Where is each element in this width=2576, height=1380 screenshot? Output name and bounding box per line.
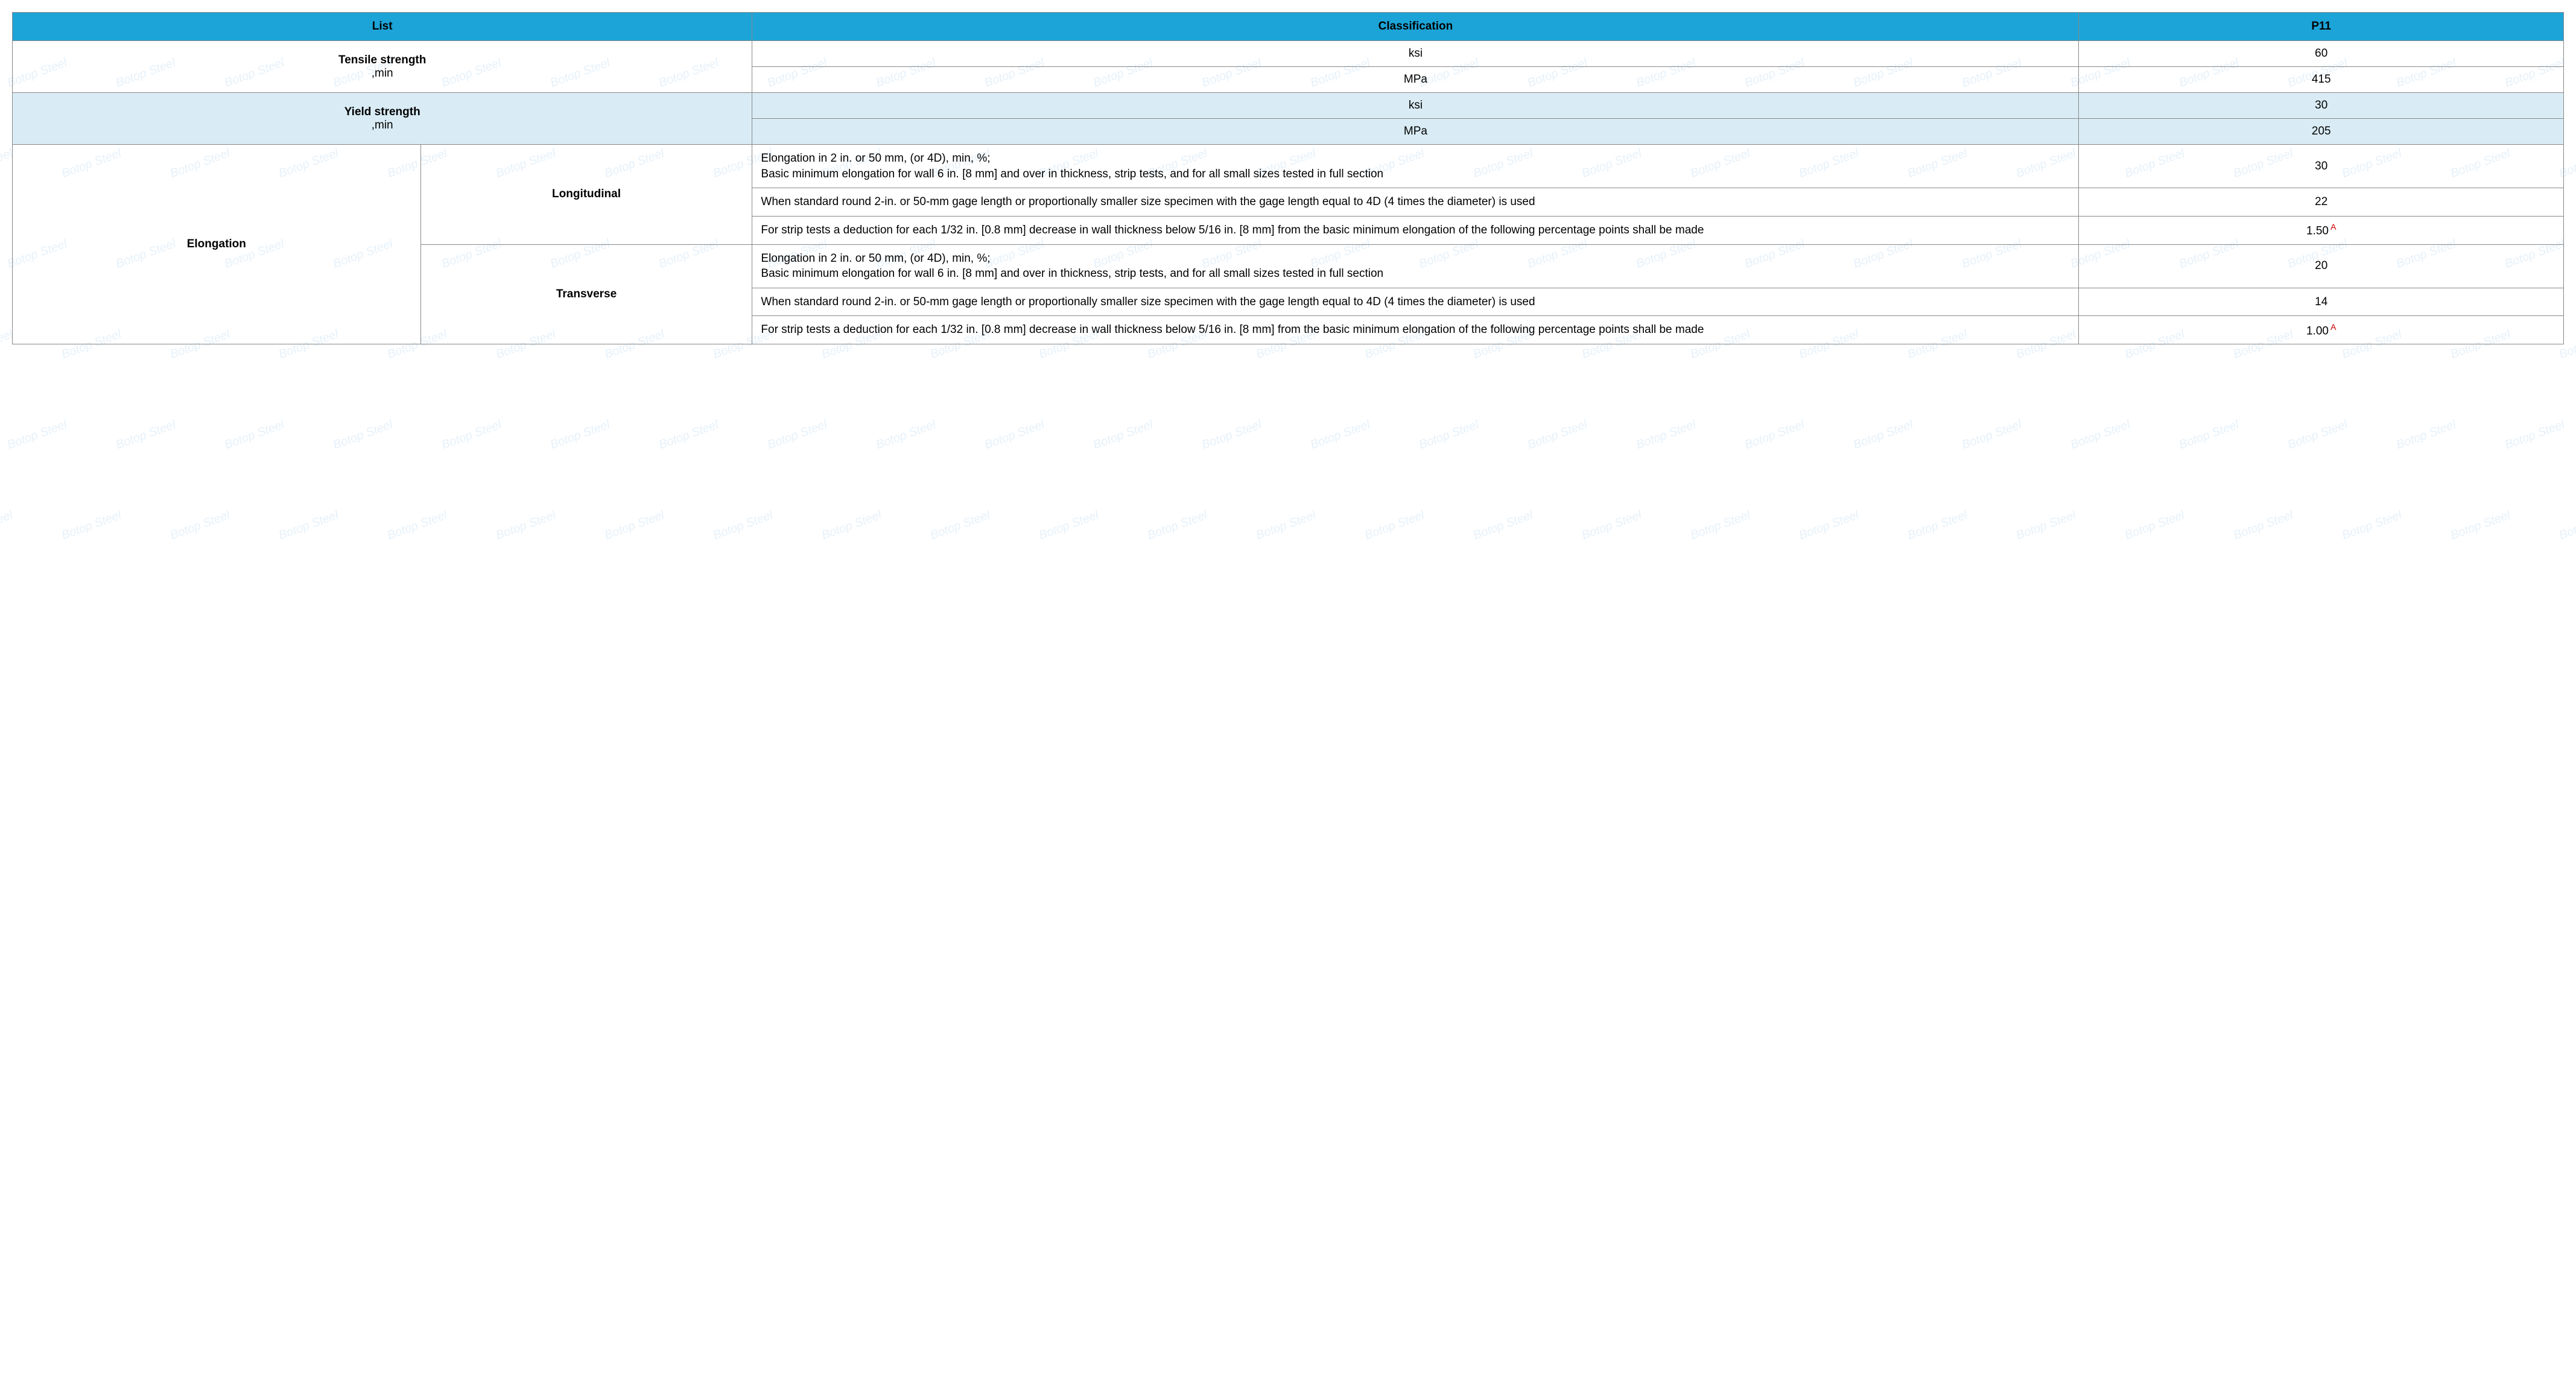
elong-trans-r1-val: 20 (2079, 244, 2564, 288)
elong-long-r1-val: 30 (2079, 145, 2564, 188)
table-header-row: List Classification P11 (13, 13, 2564, 41)
elong-long-r2-val: 22 (2079, 188, 2564, 217)
elong-long-r3-val-cell: 1.50A (2079, 216, 2564, 244)
elong-long-r3-desc: For strip tests a deduction for each 1/3… (752, 216, 2079, 244)
tensile-unit-mpa: MPa (752, 67, 2079, 93)
elong-long-r3-val: 1.50 (2306, 224, 2329, 237)
tensile-unit-ksi: ksi (752, 41, 2079, 67)
elong-trans-r3-val: 1.00 (2306, 324, 2329, 337)
elong-long-label: Longitudinal (420, 145, 752, 245)
tensile-label-cell: Tensile strength ,min (13, 41, 752, 93)
elong-trans-r2-val: 14 (2079, 288, 2564, 316)
tensile-row-ksi: Tensile strength ,min ksi 60 (13, 41, 2564, 67)
spec-table: List Classification P11 Tensile strength… (12, 12, 2564, 344)
elong-trans-r3-val-cell: 1.00A (2079, 316, 2564, 344)
tensile-value-ksi: 60 (2079, 41, 2564, 67)
yield-value-ksi: 30 (2079, 93, 2564, 119)
elong-long-r1-desc: Elongation in 2 in. or 50 mm, (or 4D), m… (752, 145, 2079, 188)
tensile-value-mpa: 415 (2079, 67, 2564, 93)
yield-unit-ksi: ksi (752, 93, 2079, 119)
tensile-label: Tensile strength (338, 54, 426, 66)
tensile-sublabel: ,min (21, 67, 743, 80)
yield-value-mpa: 205 (2079, 119, 2564, 145)
header-p11: P11 (2079, 13, 2564, 41)
elong-trans-label: Transverse (420, 244, 752, 344)
elong-trans-r2-desc: When standard round 2-in. or 50-mm gage … (752, 288, 2079, 316)
yield-sublabel: ,min (21, 119, 743, 132)
yield-row-ksi: Yield strength ,min ksi 30 (13, 93, 2564, 119)
elong-label: Elongation (13, 145, 421, 344)
yield-label: Yield strength (344, 106, 420, 118)
header-list: List (13, 13, 752, 41)
yield-label-cell: Yield strength ,min (13, 93, 752, 145)
elong-trans-r3-desc: For strip tests a deduction for each 1/3… (752, 316, 2079, 344)
yield-unit-mpa: MPa (752, 119, 2079, 145)
header-classification: Classification (752, 13, 2079, 41)
elong-trans-r1-desc: Elongation in 2 in. or 50 mm, (or 4D), m… (752, 244, 2079, 288)
elong-long-r2-desc: When standard round 2-in. or 50-mm gage … (752, 188, 2079, 217)
elong-long-r3-note: A (2330, 223, 2336, 232)
elong-long-r1: Elongation Longitudinal Elongation in 2 … (13, 145, 2564, 188)
elong-trans-r3-note: A (2330, 323, 2336, 332)
